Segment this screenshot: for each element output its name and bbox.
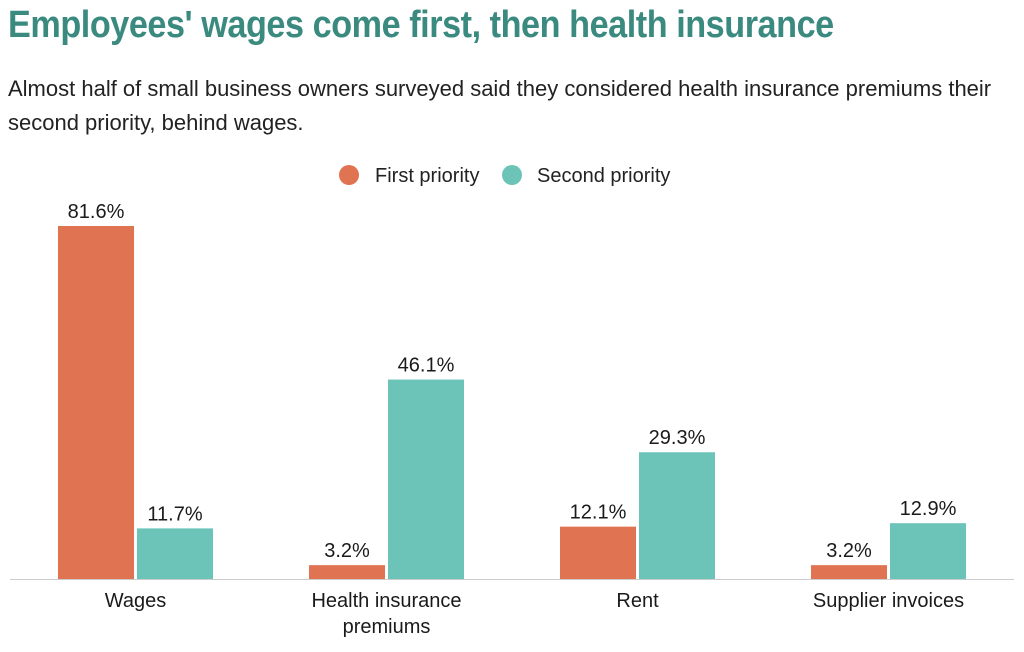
data-label-second-priority-0: 11.7% — [147, 503, 202, 525]
legend-label-first-priority: First priority — [375, 165, 479, 187]
data-label-first-priority-2: 12.1% — [570, 502, 627, 524]
category-label-1-line-1: premiums — [343, 616, 431, 638]
category-label-1: Health insurance — [311, 590, 461, 612]
data-label-first-priority-0: 81.6% — [68, 201, 125, 223]
bar-first-priority-0 — [58, 226, 134, 579]
legend-swatch-first-priority — [339, 165, 359, 185]
data-label-second-priority-3: 12.9% — [900, 498, 957, 520]
bar-second-priority-0 — [137, 528, 213, 579]
bar-second-priority-2 — [639, 452, 715, 579]
bar-chart: First priority Second priority 81.6% 11.7… — [10, 165, 1014, 638]
chart-subtitle: Almost half of small business owners sur… — [8, 76, 992, 135]
legend-label-second-priority: Second priority — [537, 165, 670, 187]
data-label-first-priority-1: 3.2% — [324, 540, 370, 562]
legend-swatch-second-priority — [502, 165, 522, 185]
data-label-first-priority-3: 3.2% — [826, 540, 872, 562]
legend: First priority Second priority — [339, 165, 670, 187]
bar-first-priority-1 — [309, 565, 385, 579]
plot-area: 81.6% 11.7% Wages 3.2% 46.1% Health insurance… — [10, 201, 1014, 638]
category-label-3: Supplier invoices — [813, 590, 964, 612]
category-label-0: Wages — [105, 590, 167, 612]
data-label-second-priority-1: 46.1% — [398, 355, 455, 377]
category-label-2: Rent — [616, 590, 659, 612]
data-label-second-priority-2: 29.3% — [649, 427, 706, 449]
bar-second-priority-1 — [388, 379, 464, 579]
chart-title: Employees' wages come first, then health… — [8, 4, 834, 46]
bar-first-priority-3 — [811, 565, 887, 579]
bar-first-priority-2 — [560, 526, 636, 579]
bar-second-priority-3 — [890, 523, 966, 579]
